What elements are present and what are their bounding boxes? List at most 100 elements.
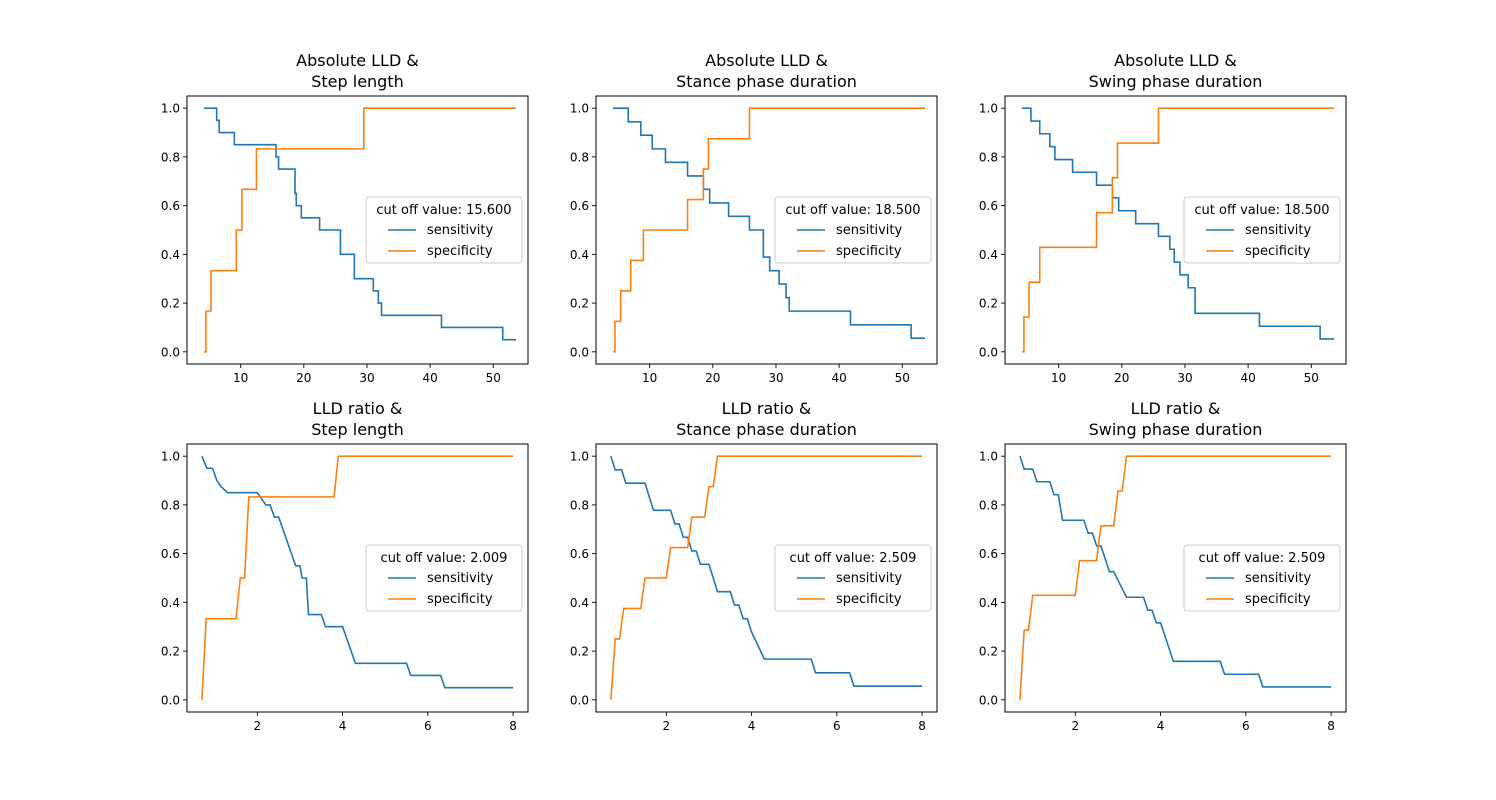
y-tick-label: 0.8 <box>570 498 589 512</box>
sensitivity-line <box>1022 107 1334 340</box>
x-tick-label: 10 <box>233 371 248 385</box>
specificity-legend-label: specificity <box>427 592 493 607</box>
specificity-line <box>613 107 925 353</box>
y-tick-label: 0.2 <box>161 645 180 659</box>
legend: cut off value: 2.509 sensitivity specifici… <box>774 544 932 612</box>
x-tick-label: 40 <box>831 371 846 385</box>
legend-box <box>1183 544 1341 612</box>
subplot-1: Absolute LLD & Step length 10 20 30 40 50 0.0 0.… <box>161 51 529 385</box>
y-tick-label: 0.8 <box>979 498 998 512</box>
sensitivity-legend-label: sensitivity <box>1245 571 1312 586</box>
y-tick-label: 0.2 <box>979 297 998 311</box>
subplot-title: Absolute LLD & <box>1114 51 1237 70</box>
subplot-title: Stance phase duration <box>676 420 857 439</box>
subplot-title: LLD ratio & <box>313 399 403 418</box>
sensitivity-line <box>610 455 923 687</box>
legend-title: cut off value: 15.600 <box>376 203 511 218</box>
y-tick-label: 0.6 <box>161 199 180 213</box>
y-tick-label: 0.2 <box>570 297 589 311</box>
subplot-3: Absolute LLD & Swing phase duration 10 20 30… <box>979 51 1347 385</box>
legend-title: cut off value: 2.509 <box>1199 551 1326 566</box>
y-tick-label: 0.8 <box>979 150 998 164</box>
y-tick-label: 1.0 <box>161 450 180 464</box>
y-tick-label: 0.6 <box>161 547 180 561</box>
subplot-title: Swing phase duration <box>1089 420 1263 439</box>
x-tick-label: 50 <box>486 371 501 385</box>
sensitivity-line <box>613 107 925 339</box>
subplot-title: LLD ratio & <box>1131 399 1221 418</box>
y-tick-label: 0.0 <box>979 345 998 359</box>
specificity-line <box>204 107 516 353</box>
y-tick-label: 1.0 <box>979 102 998 116</box>
specificity-legend-label: specificity <box>427 244 493 259</box>
x-tick-label: 4 <box>748 719 756 733</box>
x-tick-label: 20 <box>705 371 720 385</box>
legend: cut off value: 18.500 sensitivity specific… <box>774 196 932 264</box>
subplot-title: LLD ratio & <box>722 399 812 418</box>
subplot-6: LLD ratio & Swing phase duration 2 4 6 8 0.0 0.… <box>979 399 1347 733</box>
x-tick-label: 10 <box>1051 371 1066 385</box>
legend: cut off value: 2.509 sensitivity specifici… <box>1183 544 1341 612</box>
subplot-4: LLD ratio & Step length 2 4 6 8 0.0 0.2 0.4 0.6 0.… <box>161 399 529 733</box>
x-tick-label: 8 <box>918 719 926 733</box>
sensitivity-legend-label: sensitivity <box>427 571 494 586</box>
y-tick-label: 0.4 <box>161 248 180 262</box>
specificity-legend-label: specificity <box>1245 592 1311 607</box>
y-tick-label: 0.2 <box>979 645 998 659</box>
sensitivity-legend-label: sensitivity <box>1245 223 1312 238</box>
axes-frame <box>1004 95 1347 365</box>
y-tick-label: 0.8 <box>161 150 180 164</box>
subplot-title: Step length <box>311 420 404 439</box>
subplot-title: Absolute LLD & <box>705 51 828 70</box>
specificity-legend-label: specificity <box>1245 244 1311 259</box>
sensitivity-line <box>204 107 516 341</box>
legend-title: cut off value: 18.500 <box>1194 203 1329 218</box>
subplot-title: Absolute LLD & <box>296 51 419 70</box>
x-tick-label: 50 <box>1304 371 1319 385</box>
y-tick-label: 0.6 <box>979 199 998 213</box>
x-tick-label: 20 <box>296 371 311 385</box>
x-tick-label: 20 <box>1114 371 1129 385</box>
legend: cut off value: 15.600 sensitivity specific… <box>365 196 523 264</box>
x-tick-label: 6 <box>1242 719 1250 733</box>
subplot-2: Absolute LLD & Stance phase duration 10 20 3… <box>570 51 938 385</box>
x-tick-label: 40 <box>422 371 437 385</box>
y-tick-label: 0.6 <box>570 199 589 213</box>
axes-frame <box>1004 443 1347 713</box>
x-tick-label: 2 <box>663 719 671 733</box>
y-tick-label: 0.8 <box>161 498 180 512</box>
y-tick-label: 0.0 <box>979 693 998 707</box>
subplot-title: Stance phase duration <box>676 72 857 91</box>
axes-frame <box>595 95 938 365</box>
legend: cut off value: 18.500 sensitivity specific… <box>1183 196 1341 264</box>
y-tick-label: 0.2 <box>570 645 589 659</box>
x-tick-label: 10 <box>642 371 657 385</box>
y-tick-label: 0.4 <box>979 596 998 610</box>
y-tick-label: 0.0 <box>570 345 589 359</box>
specificity-line <box>201 455 514 700</box>
sensitivity-legend-label: sensitivity <box>427 223 494 238</box>
legend: cut off value: 2.009 sensitivity specifici… <box>365 544 523 612</box>
subplot-title: Swing phase duration <box>1089 72 1263 91</box>
y-tick-label: 0.2 <box>161 297 180 311</box>
x-tick-label: 50 <box>895 371 910 385</box>
y-tick-label: 0.4 <box>161 596 180 610</box>
y-tick-label: 0.6 <box>570 547 589 561</box>
specificity-legend-label: specificity <box>836 244 902 259</box>
x-tick-label: 4 <box>1157 719 1165 733</box>
y-tick-label: 1.0 <box>570 450 589 464</box>
x-tick-label: 30 <box>359 371 374 385</box>
specificity-line <box>610 455 923 700</box>
y-tick-label: 0.4 <box>570 248 589 262</box>
sensitivity-legend-label: sensitivity <box>836 571 903 586</box>
axes-frame <box>595 443 938 713</box>
x-tick-label: 4 <box>339 719 347 733</box>
y-tick-label: 1.0 <box>570 102 589 116</box>
x-tick-label: 6 <box>833 719 841 733</box>
specificity-legend-label: specificity <box>836 592 902 607</box>
subplot-5: LLD ratio & Stance phase duration 2 4 6 8 0.0 0… <box>570 399 938 733</box>
sensitivity-line <box>201 455 514 689</box>
y-tick-label: 0.6 <box>979 547 998 561</box>
legend-title: cut off value: 2.009 <box>381 551 508 566</box>
